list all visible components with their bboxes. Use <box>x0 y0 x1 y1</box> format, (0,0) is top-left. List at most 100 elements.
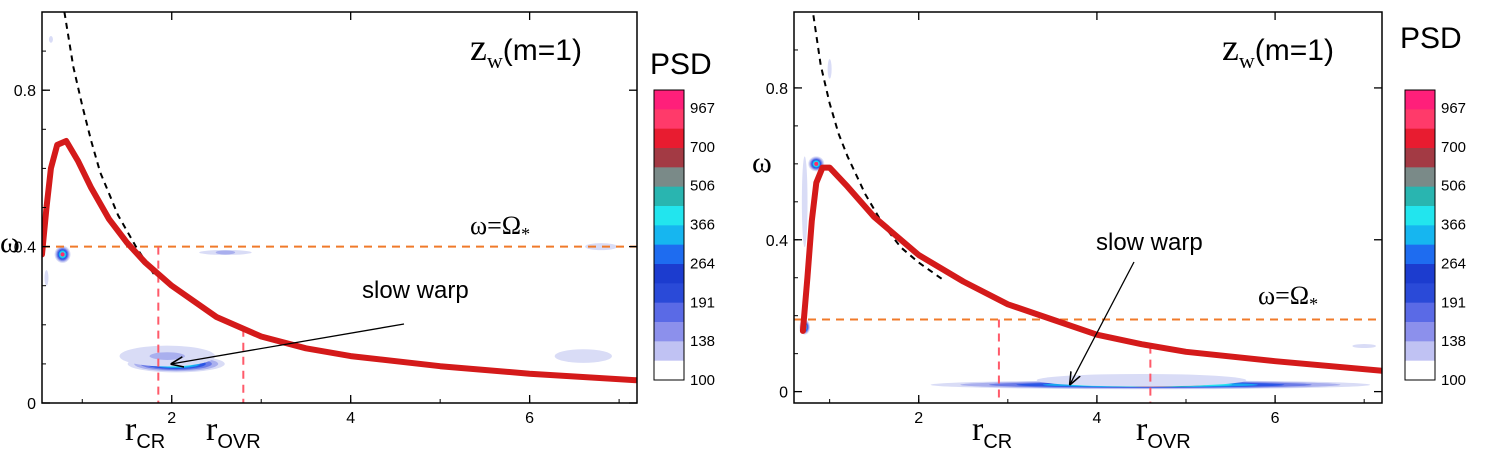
right-x-tick-label-6: 6 <box>1271 410 1280 427</box>
left-colorbar-swatch-7 <box>654 225 684 246</box>
left-title-main: z <box>470 27 487 69</box>
right-x-ticks: 2 4 6 <box>829 12 1365 427</box>
left-colorbar-label-700: 700 <box>690 139 715 156</box>
right-y-ticks: 0 0.4 0.8 <box>766 11 1382 402</box>
left-colorbar-label-366: 366 <box>690 217 715 234</box>
right-pattern-label-sub: * <box>1309 294 1318 314</box>
right-plot-frame <box>793 11 1383 404</box>
left-title-suffix: (m=1) <box>503 34 582 67</box>
right-colorbar-swatch-4 <box>1405 167 1435 188</box>
left-pattern-label-main: ω=Ω <box>470 211 521 240</box>
left-r-ovr-main: r <box>206 411 218 448</box>
left-colorbar-swatch-10 <box>654 283 684 304</box>
left-kepler-curve <box>63 12 155 275</box>
right-pattern-label: ω=Ω* <box>1258 281 1318 314</box>
right-colorbar-label-967: 967 <box>1441 100 1466 117</box>
right-r-cr-label: rCR <box>972 411 1012 453</box>
right-colorbar-label-100: 100 <box>1441 372 1466 389</box>
right-colorbar-label-191: 191 <box>1441 294 1466 311</box>
right-colorbar-swatch-11 <box>1405 302 1435 323</box>
right-annotation: slow warp <box>1096 229 1203 256</box>
left-psd-blob-6-level-0 <box>44 270 49 286</box>
right-colorbar-swatch-3 <box>1405 148 1435 168</box>
right-title-main: z <box>1222 27 1239 69</box>
left-colorbar-label-138: 138 <box>690 333 715 350</box>
right-psd-blob-2-level-7 <box>814 161 819 166</box>
left-x-tick-label-6: 6 <box>525 410 534 427</box>
right-r-cr-sub: CR <box>983 431 1012 453</box>
right-kepler-curve <box>811 12 947 283</box>
left-annotation: slow warp <box>362 277 469 304</box>
right-psd-blob-4-level-0 <box>801 156 808 248</box>
right-colorbar-swatch-8 <box>1405 244 1435 265</box>
right-r-ovr-sub: OVR <box>1147 431 1190 453</box>
right-colorbar-label-506: 506 <box>1441 178 1466 195</box>
right-colorbar-label-138: 138 <box>1441 333 1466 350</box>
left-x-tick-label-4: 4 <box>346 410 355 427</box>
left-colorbar-swatch-0 <box>654 90 684 110</box>
left-psd-blob-7-level-0 <box>48 35 53 43</box>
left-title-sub: w <box>487 48 503 73</box>
left-colorbar-label-264: 264 <box>690 255 715 272</box>
right-colorbar-swatch-5 <box>1405 186 1435 207</box>
left-slow-warp-arrow <box>172 323 405 364</box>
right-y-tick-label-0: 0 <box>779 385 788 402</box>
left-y-ticks: 0 0.4 0.8 <box>14 11 637 413</box>
left-psd-blob-5-level-0 <box>585 243 618 251</box>
left-y-tick-label-1: 0.4 <box>14 240 36 257</box>
right-colorbar-swatch-9 <box>1405 264 1435 284</box>
right-psd-blob-6-level-0 <box>1352 344 1377 349</box>
right-x-tick-label-4: 4 <box>1092 410 1101 427</box>
right-colorbar-swatch-0 <box>1405 90 1435 110</box>
right-colorbar-labels: 967 700 506 366 264 191 138 100 <box>1441 100 1466 389</box>
left-colorbar-frame <box>653 89 685 381</box>
left-plot-area <box>42 12 637 403</box>
left-colorbar-swatch-14 <box>654 360 684 381</box>
left-psd-blob-1-level-1 <box>149 352 185 360</box>
right-colorbar-swatch-14 <box>1405 360 1435 381</box>
right-precession-curve <box>799 164 1382 374</box>
left-panel-title: zw(m=1) <box>470 27 582 73</box>
left-colorbar-label-967: 967 <box>690 100 715 117</box>
right-colorbar-swatch-7 <box>1405 225 1435 246</box>
right-colorbar-label-366: 366 <box>1441 217 1466 234</box>
right-x-tick-label-2: 2 <box>914 410 923 427</box>
right-colorbar-label-700: 700 <box>1441 139 1466 156</box>
right-colorbar-swatch-10 <box>1405 283 1435 304</box>
right-y-tick-label-1: 0.4 <box>766 233 788 250</box>
left-colorbar-swatch-13 <box>654 341 684 362</box>
left-colorbar-swatch-3 <box>654 148 684 168</box>
left-colorbar: PSD 967 700 506 366 264 191 138 100 <box>650 48 715 389</box>
right-colorbar-swatch-6 <box>1405 206 1435 226</box>
right-y-axis-label: ω <box>752 146 772 179</box>
right-y-tick-label-2: 0.8 <box>766 81 788 98</box>
left-psd-contours <box>44 35 618 373</box>
left-colorbar-swatch-4 <box>654 167 684 188</box>
left-psd-blob-2-level-1 <box>215 250 236 255</box>
left-colorbar-swatch-2 <box>654 128 684 149</box>
left-r-cr-main: r <box>125 411 137 448</box>
left-colorbar-swatch-1 <box>654 109 684 130</box>
right-colorbar-swatch-12 <box>1405 322 1435 342</box>
right-plot-area <box>794 12 1382 403</box>
left-x-tick-label-2: 2 <box>167 410 176 427</box>
left-r-ovr-sub: OVR <box>217 431 260 453</box>
left-colorbar-label-191: 191 <box>690 294 715 311</box>
left-r-cr-label: rCR <box>125 411 165 453</box>
right-r-cr-main: r <box>972 411 984 448</box>
right-panel-title: zw(m=1) <box>1222 27 1334 73</box>
left-colorbar-swatches <box>653 89 685 381</box>
left-plot-frame <box>41 11 638 404</box>
left-x-ticks: 2 4 6 <box>81 12 620 427</box>
right-r-ovr-label: rOVR <box>1136 411 1191 453</box>
left-colorbar-swatch-8 <box>654 244 684 265</box>
right-colorbar-swatch-13 <box>1405 341 1435 362</box>
right-colorbar: PSD 967 700 506 366 264 191 138 100 <box>1400 22 1466 389</box>
right-pattern-label-main: ω=Ω <box>1258 281 1309 310</box>
left-y-axis-label: ω <box>0 226 20 259</box>
right-psd-blob-5-level-0 <box>827 59 832 79</box>
left-psd-blob-4-level-0 <box>554 349 612 363</box>
right-panel: 2 4 6 0 0.4 0.8 ω zw(m=1) ω=Ω* slow warp rCR… <box>752 11 1383 453</box>
right-colorbar-frame <box>1404 89 1436 381</box>
left-psd-blob-3-level-7 <box>60 252 65 257</box>
